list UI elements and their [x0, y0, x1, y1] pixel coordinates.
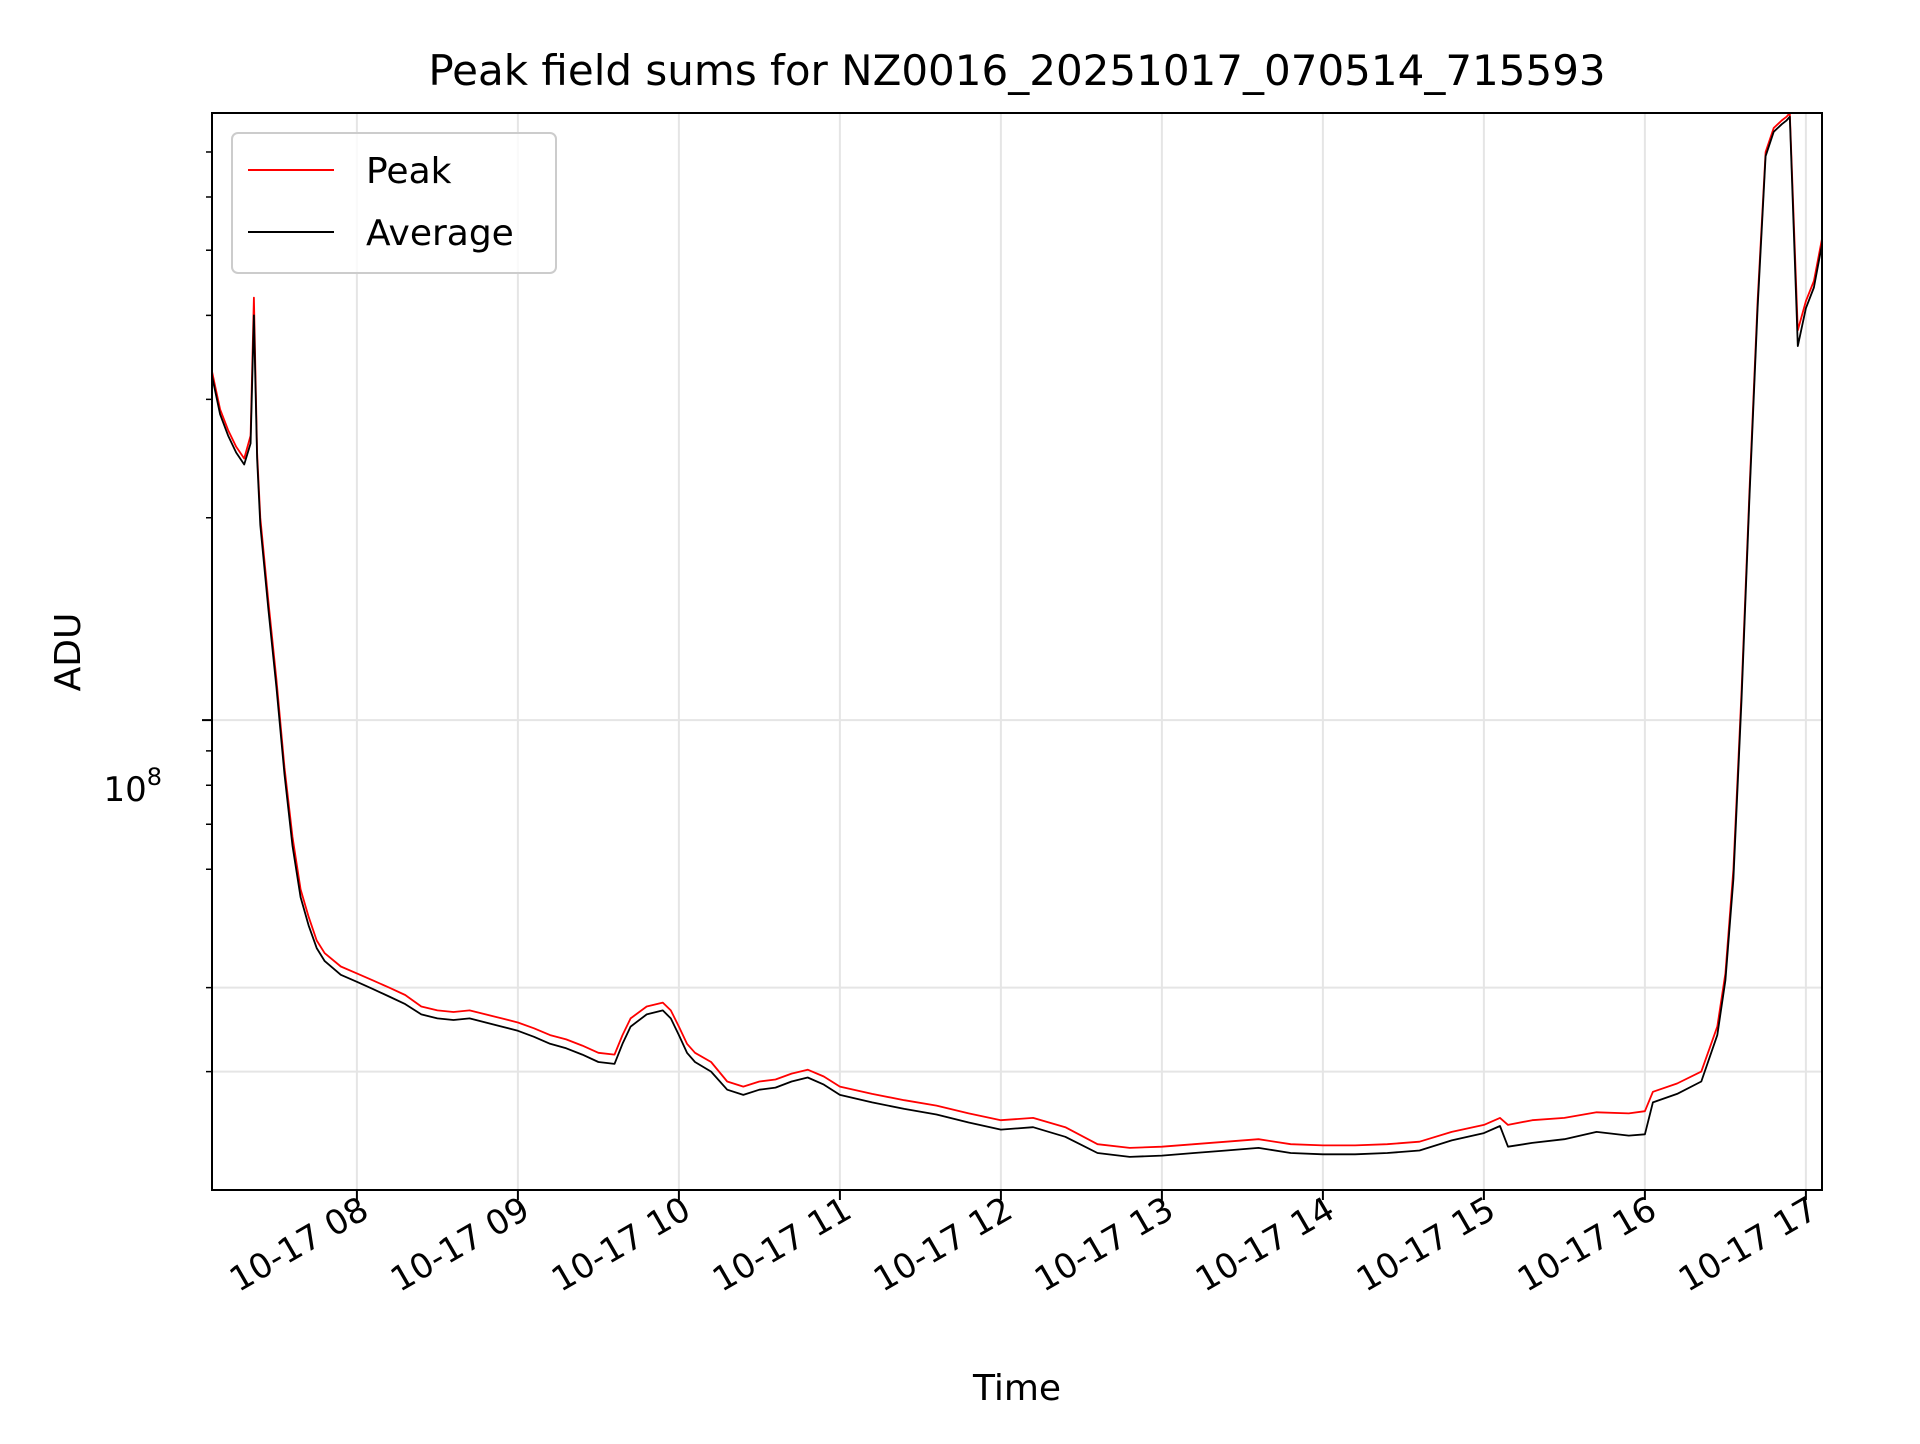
plot-frame — [211, 112, 1823, 1191]
series-line-peak — [212, 113, 1822, 1149]
legend-label-peak: Peak — [366, 151, 452, 192]
grid — [212, 113, 1822, 1191]
x-axis-label: Time — [972, 1368, 1061, 1409]
y-tick-label-base: 10 — [103, 770, 146, 810]
series-line-average — [212, 115, 1822, 1158]
y-axis-label: ADU — [48, 613, 89, 692]
legend: Peak Average — [231, 132, 557, 274]
legend-label-average: Average — [366, 213, 514, 254]
legend-box — [231, 132, 557, 274]
plot-lines — [212, 113, 1822, 1158]
y-tick-label-exponent: 8 — [147, 763, 162, 791]
chart-title: Peak field sums for NZ0016_20251017_0705… — [428, 46, 1605, 95]
y-tick-label: 108 — [103, 763, 162, 810]
svg-text:108: 108 — [103, 763, 162, 810]
